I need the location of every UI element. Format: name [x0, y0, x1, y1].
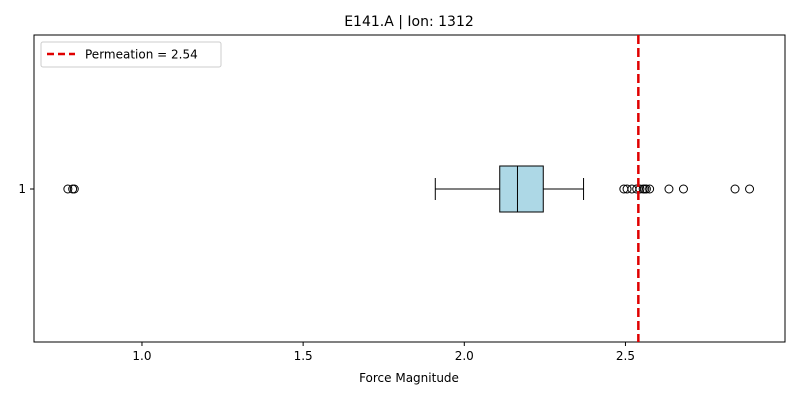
legend: Permeation = 2.54 — [40, 41, 222, 68]
interquartile-box — [499, 165, 544, 213]
outlier-point — [745, 184, 755, 194]
y-axis-ticks: 1 — [18, 182, 34, 196]
outlier-point — [641, 184, 651, 194]
legend-box — [40, 41, 222, 68]
outlier-points — [63, 184, 755, 194]
x-tick-label: 1.0 — [132, 349, 151, 363]
x-tick-label: 2.5 — [616, 349, 635, 363]
x-axis-ticks: 1.0 1.5 2.0 2.5 — [132, 342, 635, 363]
plot-area — [33, 34, 786, 343]
x-tick-label: 2.0 — [455, 349, 474, 363]
x-tick-label: 1.5 — [294, 349, 313, 363]
outlier-point — [645, 184, 655, 194]
outlier-point — [622, 184, 632, 194]
outlier-point — [730, 184, 740, 194]
box-plot — [434, 165, 585, 213]
x-axis-label: Force Magnitude — [359, 371, 459, 385]
outlier-point — [69, 184, 79, 194]
chart-title: E141.A | Ion: 1312 — [344, 14, 474, 30]
outlier-point — [678, 184, 688, 194]
outlier-point — [63, 184, 73, 194]
outlier-point — [635, 184, 645, 194]
outlier-point — [664, 184, 674, 194]
legend-entry-permeation: Permeation = 2.54 — [85, 48, 198, 62]
y-tick-label: 1 — [18, 182, 26, 196]
